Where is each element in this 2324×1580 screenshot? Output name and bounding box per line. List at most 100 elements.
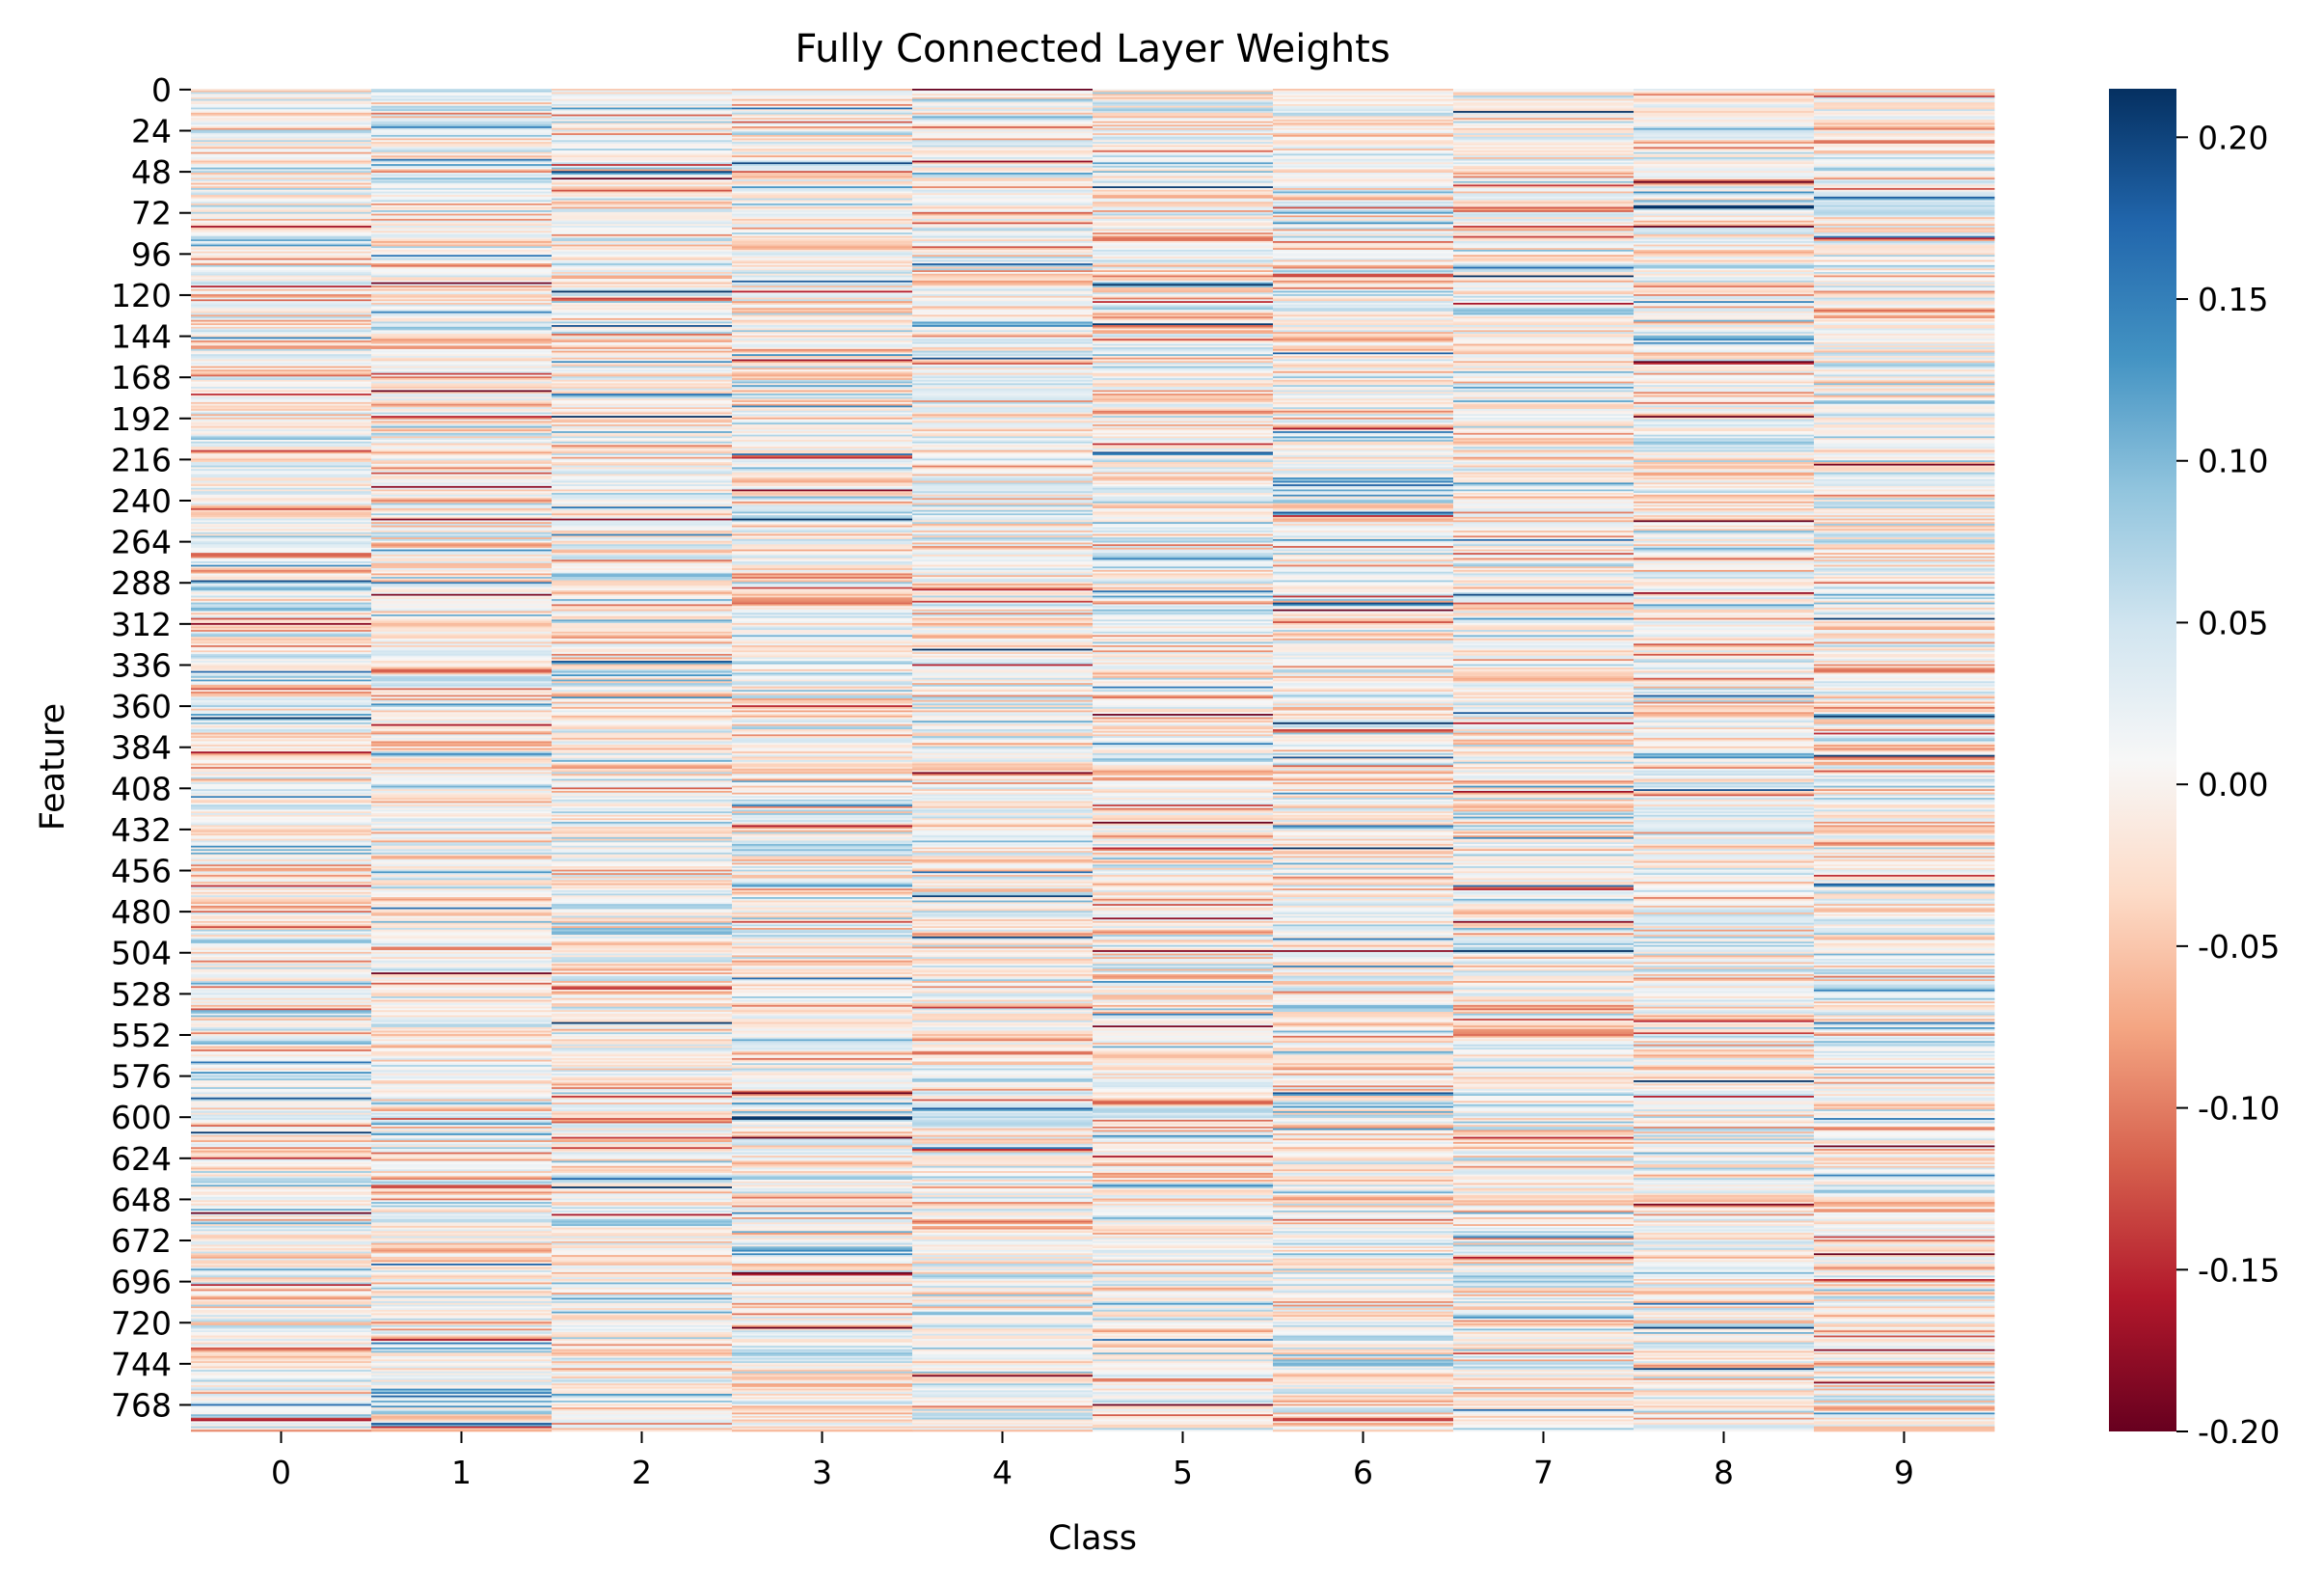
heatmap-cell <box>371 485 553 488</box>
heatmap-cell <box>912 1207 1094 1210</box>
heatmap-cell <box>191 1125 372 1128</box>
heatmap-cell <box>371 1352 553 1355</box>
heatmap-cell <box>552 1381 733 1384</box>
heatmap-cell <box>371 638 553 641</box>
heatmap-cell <box>732 1022 913 1024</box>
heatmap-cell <box>1273 383 1454 386</box>
heatmap-cell <box>552 1321 733 1324</box>
heatmap-cell <box>912 966 1094 968</box>
heatmap-cell <box>1093 1348 1274 1351</box>
heatmap-cell <box>732 477 913 480</box>
heatmap-cell <box>371 851 553 854</box>
heatmap-cell <box>732 297 913 300</box>
heatmap-cell <box>732 1355 913 1358</box>
heatmap-cell <box>1273 308 1454 311</box>
heatmap-cell <box>371 1248 553 1251</box>
heatmap-cell <box>552 1181 733 1184</box>
heatmap-cell <box>1093 1207 1274 1210</box>
heatmap-cell <box>1093 804 1274 807</box>
heatmap-cell <box>371 981 553 984</box>
heatmap-cell <box>1093 1385 1274 1388</box>
heatmap-cell <box>912 633 1094 636</box>
heatmap-cell <box>552 1186 733 1189</box>
heatmap-cell <box>912 246 1094 249</box>
heatmap-cell <box>912 316 1094 319</box>
heatmap-cell <box>552 617 733 620</box>
heatmap-cell <box>1093 957 1274 960</box>
heatmap-cell <box>191 803 372 805</box>
heatmap-cell <box>912 1200 1094 1203</box>
heatmap-cell <box>191 173 372 176</box>
heatmap-cell <box>912 561 1094 564</box>
heatmap-cell <box>191 1397 372 1400</box>
heatmap-cell <box>552 333 733 336</box>
heatmap-cell <box>1093 981 1274 984</box>
heatmap-cell <box>191 400 372 403</box>
heatmap-cell <box>552 1399 733 1402</box>
heatmap-cell <box>732 1410 913 1413</box>
heatmap-cell <box>1093 982 1274 985</box>
heatmap-cell <box>191 1227 372 1230</box>
heatmap-cell <box>912 1052 1094 1055</box>
heatmap-cell <box>552 208 733 211</box>
heatmap-cell <box>732 782 913 785</box>
heatmap-cell <box>912 1134 1094 1137</box>
heatmap-cell <box>552 597 733 600</box>
heatmap-cell <box>732 263 913 266</box>
heatmap-cell <box>732 1020 913 1022</box>
heatmap-cell <box>552 803 733 805</box>
heatmap-cell <box>1093 681 1274 684</box>
heatmap-cell <box>1093 427 1274 430</box>
heatmap-cell <box>371 571 553 574</box>
heatmap-cell <box>912 666 1094 668</box>
heatmap-cell <box>191 273 372 276</box>
heatmap-cell <box>552 370 733 374</box>
heatmap-cell <box>1093 609 1274 612</box>
heatmap-cell <box>1093 693 1274 695</box>
heatmap-cell <box>1093 310 1274 313</box>
heatmap-cell <box>552 862 733 865</box>
heatmap-cell <box>371 661 553 664</box>
heatmap-cell <box>371 924 553 927</box>
heatmap-cell <box>552 765 733 768</box>
heatmap-cell <box>552 211 733 214</box>
heatmap-cell <box>552 206 733 209</box>
heatmap-cell <box>732 842 913 845</box>
heatmap-cell <box>371 1196 553 1199</box>
heatmap-cell <box>371 438 553 441</box>
heatmap-cell <box>552 350 733 353</box>
heatmap-cell <box>371 568 553 571</box>
heatmap-cell <box>191 396 372 399</box>
heatmap-cell <box>1093 425 1274 428</box>
heatmap-cell <box>191 562 372 565</box>
heatmap-cell <box>1093 617 1274 620</box>
heatmap-cell <box>1093 341 1274 343</box>
heatmap-cell <box>1093 768 1274 771</box>
heatmap-cell <box>371 573 553 576</box>
heatmap-cell <box>371 681 553 684</box>
heatmap-cell <box>191 1128 372 1131</box>
heatmap-cell <box>1273 301 1454 304</box>
heatmap-cell <box>191 725 372 728</box>
heatmap-cell <box>732 218 913 222</box>
heatmap-cell <box>371 672 553 675</box>
heatmap-cell <box>371 838 553 841</box>
heatmap-cell <box>1093 1320 1274 1322</box>
heatmap-cell <box>1093 465 1274 468</box>
heatmap-cell <box>371 1421 553 1424</box>
heatmap-cell <box>912 124 1094 127</box>
heatmap-cell <box>912 1012 1094 1015</box>
heatmap-cell <box>732 157 913 160</box>
heatmap-cell <box>191 454 372 458</box>
heatmap-cell <box>552 143 733 146</box>
heatmap-cell <box>371 761 553 764</box>
heatmap-cell <box>1273 149 1454 151</box>
heatmap-cell <box>371 897 553 900</box>
heatmap-cell <box>732 233 913 236</box>
heatmap-cell <box>1093 400 1274 403</box>
heatmap-cell <box>371 888 553 891</box>
heatmap-cell <box>912 942 1094 946</box>
heatmap-cell <box>732 1395 913 1398</box>
heatmap-cell <box>1273 339 1454 341</box>
heatmap-cell <box>371 1094 553 1097</box>
